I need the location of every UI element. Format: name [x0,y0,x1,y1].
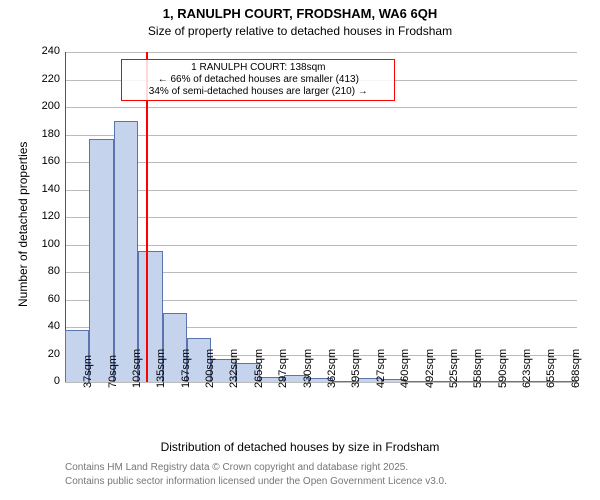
y-axis-label: Number of detached properties [16,142,30,307]
histogram-bar [114,121,138,382]
annotation-line: 34% of semi-detached houses are larger (… [128,86,388,98]
histogram-bar [89,139,113,382]
chart-container: { "title": { "line1": "1, RANULPH COURT,… [0,0,600,500]
gridline [65,245,577,246]
gridline [65,217,577,218]
chart-title-line2: Size of property relative to detached ho… [0,24,600,38]
gridline [65,135,577,136]
annotation-line: ← 66% of detached houses are smaller (41… [128,74,388,86]
annotation-box: 1 RANULPH COURT: 138sqm← 66% of detached… [121,59,395,101]
gridline [65,162,577,163]
gridline [65,190,577,191]
reference-line [146,52,148,382]
y-tick-label: 100 [30,238,60,250]
y-tick-label: 140 [30,183,60,195]
y-tick-label: 120 [30,210,60,222]
gridline [65,52,577,53]
plot-area: 1 RANULPH COURT: 138sqm← 66% of detached… [65,52,577,382]
y-tick-label: 40 [30,320,60,332]
y-tick-label: 200 [30,100,60,112]
y-tick-label: 220 [30,73,60,85]
y-tick-label: 0 [30,375,60,387]
gridline [65,107,577,108]
y-tick-label: 80 [30,265,60,277]
y-tick-label: 60 [30,293,60,305]
y-tick-label: 20 [30,348,60,360]
y-tick-label: 180 [30,128,60,140]
x-axis-label: Distribution of detached houses by size … [0,440,600,454]
footer-line1: Contains HM Land Registry data © Crown c… [65,462,408,473]
footer-line2: Contains public sector information licen… [65,476,447,487]
annotation-line: 1 RANULPH COURT: 138sqm [128,62,388,74]
y-tick-label: 160 [30,155,60,167]
chart-title-line1: 1, RANULPH COURT, FRODSHAM, WA6 6QH [0,6,600,21]
y-tick-label: 240 [30,45,60,57]
